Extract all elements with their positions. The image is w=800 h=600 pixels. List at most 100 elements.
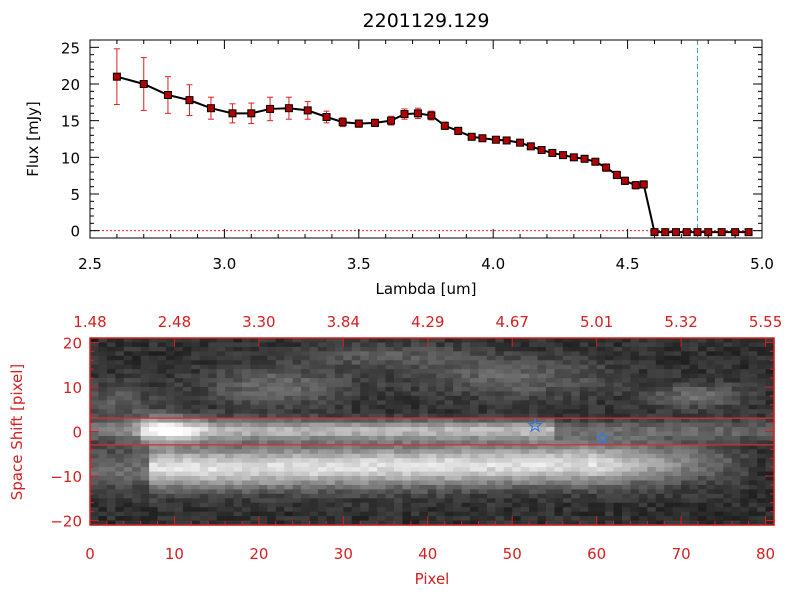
image-pixel [638,355,648,361]
image-pixel [740,498,750,504]
image-pixel [436,462,446,468]
image-pixel [546,511,556,517]
image-pixel [258,471,268,477]
image-pixel [444,502,454,508]
image-pixel [503,462,513,468]
image-pixel [765,498,775,504]
image-pixel [461,507,471,513]
image-pixel [123,431,133,437]
image-pixel [132,476,142,482]
image-pixel [182,516,192,522]
image-pixel [470,444,480,450]
image-pixel [495,342,505,348]
image-pixel [588,342,598,348]
image-pixel [191,338,201,344]
image-pixel [258,489,268,495]
image-pixel [655,476,665,482]
image-top-tick-label: 2.48 [158,313,191,331]
image-pixel [360,516,370,522]
image-pixel [520,395,530,401]
image-pixel [723,502,733,508]
image-pixel [748,355,758,361]
image-pixel [681,360,691,366]
image-pixel [613,382,623,388]
image-pixel [638,409,648,415]
image-pixel [267,453,277,459]
image-pixel [478,369,488,375]
image-pixel [157,440,167,446]
image-pixel [326,409,336,415]
image-pixel [343,355,353,361]
image-pixel [647,444,657,450]
image-pixel [275,498,285,504]
image-pixel [664,355,674,361]
image-pixel [461,453,471,459]
image-pixel [503,400,513,406]
image-pixel [436,427,446,433]
image-pixel [166,395,176,401]
image-pixel [698,480,708,486]
image-pixel [503,418,513,424]
image-pixel [714,369,724,375]
image-pixel [191,493,201,499]
image-pixel [106,458,116,464]
image-pixel [123,422,133,428]
image-pixel [461,351,471,357]
image-pixel [605,449,615,455]
image-pixel [698,342,708,348]
image-pixel [638,440,648,446]
image-pixel [157,520,167,526]
image-pixel [360,373,370,379]
image-pixel [242,516,252,522]
image-pixel [748,346,758,352]
image-pixel [123,382,133,388]
image-pixel [284,498,294,504]
image-pixel [664,413,674,419]
image-pixel [579,520,589,526]
image-pixel [554,409,564,415]
image-pixel [562,498,572,504]
image-pixel [208,520,218,526]
image-pixel [571,493,581,499]
image-pixel [267,369,277,375]
image-pixel [250,493,260,499]
image-pixel [622,342,632,348]
image-pixel [714,449,724,455]
image-pixel [394,484,404,490]
image-pixel [562,431,572,437]
image-pixel [546,346,556,352]
image-pixel [537,484,547,490]
image-pixel [106,462,116,468]
image-pixel [385,516,395,522]
image-pixel [368,373,378,379]
image-pixel [529,449,539,455]
image-pixel [655,511,665,517]
image-pixel [605,511,615,517]
image-pixel [351,453,361,459]
image-pixel [368,404,378,410]
image-pixel [250,413,260,419]
image-pixel [132,498,142,504]
image-pixel [123,378,133,384]
image-pixel [748,516,758,522]
image-pixel [748,373,758,379]
image-pixel [123,427,133,433]
image-pixel [638,342,648,348]
image-pixel [588,409,598,415]
image-pixel [351,391,361,397]
image-pixel [275,378,285,384]
image-pixel [351,413,361,419]
image-pixel [436,449,446,455]
image-pixel [681,498,691,504]
image-pixel [351,351,361,357]
image-pixel [706,369,716,375]
image-pixel [605,476,615,482]
image-pixel [242,480,252,486]
image-pixel [90,351,100,357]
image-pixel [655,520,665,526]
image-pixel [444,493,454,499]
image-pixel [731,511,741,517]
image-pixel [233,404,243,410]
image-pixel [182,391,192,397]
image-pixel [486,444,496,450]
